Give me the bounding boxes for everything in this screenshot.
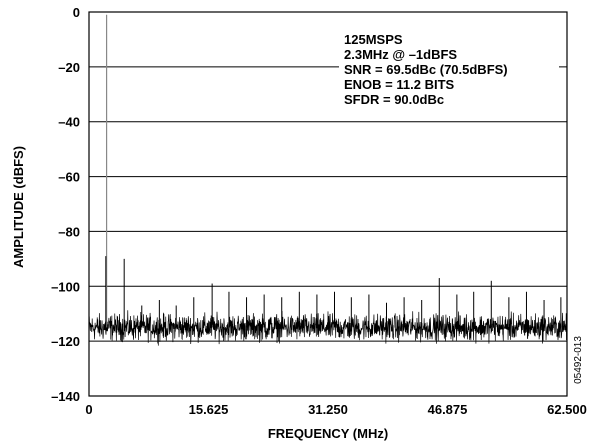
y-tick-labels: 0 –20 –40 –60 –80 –100 –120 –140 [51, 5, 80, 404]
spectrum-trace [88, 14, 568, 346]
annotation-line-3: SNR = 69.5dBc (70.5dBFS) [344, 62, 508, 77]
x-tick-label-3: 46.875 [428, 402, 468, 417]
x-tick-label-4: 62.500 [547, 402, 587, 417]
x-tick-label-1: 15.625 [189, 402, 229, 417]
y-tick-label-2: –40 [58, 115, 80, 130]
noise-floor-trace [88, 310, 568, 346]
x-tick-label-2: 31.250 [308, 402, 348, 417]
annotation-line-1: 125MSPS [344, 32, 403, 47]
y-tick-label-0: 0 [73, 5, 80, 20]
x-tick-labels: 0 15.625 31.250 46.875 62.500 [85, 402, 587, 417]
plot-area-border [88, 11, 568, 397]
y-tick-label-4: –80 [58, 224, 80, 239]
x-axis-title: FREQUENCY (MHz) [268, 426, 388, 441]
annotation-line-5: SFDR = 90.0dBc [344, 92, 444, 107]
y-axis-title: AMPLITUDE (dBFS) [11, 146, 26, 268]
y-tick-label-3: –60 [58, 170, 80, 185]
figure-code: 05492-013 [573, 336, 584, 384]
y-tick-label-7: –140 [51, 389, 80, 404]
x-tick-label-0: 0 [85, 402, 92, 417]
annotation-line-2: 2.3MHz @ –1dBFS [344, 47, 457, 62]
y-tick-label-1: –20 [58, 60, 80, 75]
y-tick-label-6: –120 [51, 334, 80, 349]
annotation-background [339, 30, 559, 114]
plot-frame [88, 11, 568, 397]
annotation-line-4: ENOB = 11.2 BITS [344, 77, 455, 92]
y-tick-label-5: –100 [51, 279, 80, 294]
